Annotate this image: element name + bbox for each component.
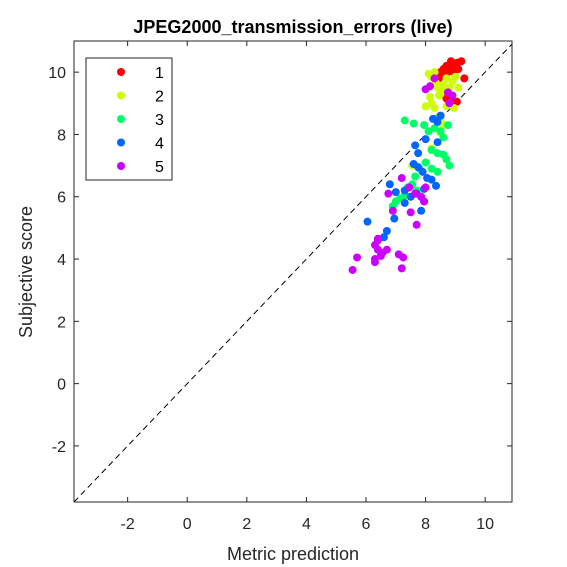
data-point-series-5 — [405, 183, 414, 192]
data-point-series-5 — [388, 206, 397, 215]
data-point-series-3 — [433, 167, 442, 176]
legend-label-1: 1 — [155, 65, 164, 82]
data-point-series-4 — [414, 149, 423, 158]
data-point-series-4 — [417, 206, 426, 215]
y-tick-label: 4 — [57, 252, 66, 269]
data-point-series-4 — [421, 135, 430, 144]
data-point-series-4 — [390, 214, 399, 223]
x-tick-label: 2 — [242, 516, 251, 533]
data-point-series-5 — [397, 174, 406, 183]
data-point-series-4 — [427, 175, 436, 184]
data-point-series-3 — [445, 161, 454, 170]
y-tick-label: 10 — [48, 65, 66, 82]
legend-marker-2 — [117, 91, 125, 100]
data-point-series-4 — [385, 180, 394, 189]
data-point-series-3 — [409, 119, 418, 128]
data-point-series-1 — [457, 57, 466, 66]
data-point-series-4 — [363, 217, 372, 226]
legend: 1 2 3 4 5 — [85, 57, 173, 181]
x-axis-label: Metric prediction — [227, 544, 359, 564]
legend-marker-4 — [117, 138, 125, 147]
data-point-series-2 — [430, 103, 439, 112]
data-point-series-5 — [412, 220, 421, 229]
legend-label-5: 5 — [155, 159, 164, 176]
data-point-series-3 — [411, 172, 420, 181]
data-point-series-4 — [411, 141, 420, 150]
data-point-series-4 — [432, 181, 441, 190]
data-point-series-2 — [454, 83, 463, 92]
data-point-series-2 — [430, 68, 439, 77]
data-point-series-5 — [353, 253, 362, 262]
data-point-series-2 — [421, 102, 430, 111]
data-point-series-3 — [421, 158, 430, 167]
legend-label-2: 2 — [155, 89, 164, 106]
data-point-series-2 — [426, 93, 435, 102]
data-point-series-3 — [439, 133, 448, 142]
x-tick-label: 0 — [183, 516, 192, 533]
x-tick-label: 8 — [421, 516, 430, 533]
x-tick-label: 6 — [362, 516, 371, 533]
data-point-series-5 — [406, 208, 415, 217]
plot-area: -2 0 2 4 6 8 10 -2 0 2 4 6 8 10 — [48, 40, 513, 533]
data-point-series-3 — [427, 146, 436, 155]
data-point-series-4 — [382, 227, 391, 236]
y-tick-label: 2 — [57, 314, 66, 331]
data-point-series-5 — [411, 189, 420, 198]
data-point-series-4 — [433, 117, 442, 126]
y-tick-label: 6 — [57, 190, 66, 207]
data-point-series-5 — [397, 264, 406, 273]
y-tick-label: 0 — [57, 377, 66, 394]
x-tick-label: -2 — [121, 516, 135, 533]
data-point-series-3 — [442, 155, 451, 164]
data-point-series-1 — [460, 74, 469, 83]
data-point-series-5 — [420, 197, 429, 206]
identity-line — [73, 43, 513, 503]
data-point-series-5 — [370, 258, 379, 267]
data-point-series-4 — [391, 188, 400, 197]
legend-label-4: 4 — [155, 136, 164, 153]
data-point-series-1 — [452, 97, 461, 106]
data-point-series-4 — [418, 167, 427, 176]
data-point-series-5 — [443, 88, 452, 97]
data-point-series-3 — [436, 127, 445, 136]
data-point-series-5 — [382, 245, 391, 254]
y-axis-label: Subjective score — [16, 206, 36, 338]
data-point-series-3 — [400, 116, 409, 125]
data-point-series-5 — [421, 85, 430, 94]
data-point-series-5 — [399, 253, 408, 262]
data-point-series-2 — [442, 74, 451, 83]
legend-marker-1 — [117, 68, 125, 76]
axes-frame — [73, 40, 513, 503]
data-point-series-3 — [424, 127, 433, 136]
data-point-series-3 — [420, 121, 429, 130]
data-point-series-3 — [427, 164, 436, 173]
y-tick-label: -2 — [52, 439, 66, 456]
data-point-series-4 — [436, 111, 445, 120]
x-tick-label: 10 — [476, 516, 494, 533]
data-point-series-4 — [433, 138, 442, 147]
y-tick-label: 8 — [57, 127, 66, 144]
legend-box — [85, 57, 173, 181]
legend-marker-5 — [117, 162, 125, 170]
data-point-series-5 — [373, 236, 382, 245]
data-point-series-5 — [445, 99, 454, 108]
data-point-series-1 — [454, 65, 463, 74]
chart-title: JPEG2000_transmission_errors (live) — [133, 17, 452, 37]
data-point-series-5 — [421, 183, 430, 192]
data-point-series-3 — [430, 124, 439, 133]
legend-marker-3 — [117, 115, 125, 123]
data-point-series-2 — [439, 80, 448, 89]
x-tick-label: 4 — [302, 516, 311, 533]
data-point-series-2 — [451, 72, 460, 81]
data-point-series-5 — [384, 189, 393, 198]
data-point-series-4 — [400, 198, 409, 207]
data-point-series-5 — [430, 74, 439, 83]
data-point-series-5 — [348, 265, 357, 274]
legend-label-3: 3 — [155, 112, 164, 129]
data-point-series-3 — [443, 121, 452, 130]
